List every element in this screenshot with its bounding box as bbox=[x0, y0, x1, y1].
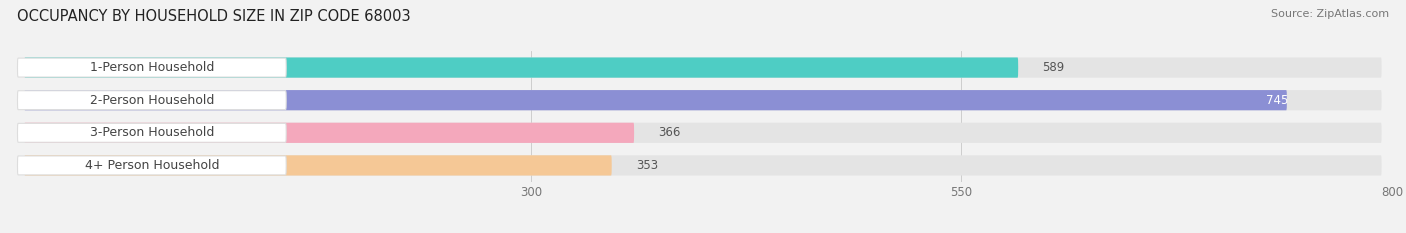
Text: 4+ Person Household: 4+ Person Household bbox=[84, 159, 219, 172]
Text: 2-Person Household: 2-Person Household bbox=[90, 94, 214, 107]
FancyBboxPatch shape bbox=[24, 90, 1382, 110]
FancyBboxPatch shape bbox=[17, 91, 287, 110]
FancyBboxPatch shape bbox=[24, 123, 634, 143]
Text: 745: 745 bbox=[1267, 94, 1289, 107]
Text: 366: 366 bbox=[658, 126, 681, 139]
FancyBboxPatch shape bbox=[24, 90, 1286, 110]
FancyBboxPatch shape bbox=[24, 123, 1382, 143]
Text: 589: 589 bbox=[1042, 61, 1064, 74]
FancyBboxPatch shape bbox=[17, 156, 287, 175]
Text: Source: ZipAtlas.com: Source: ZipAtlas.com bbox=[1271, 9, 1389, 19]
Text: 1-Person Household: 1-Person Household bbox=[90, 61, 214, 74]
FancyBboxPatch shape bbox=[17, 58, 287, 77]
FancyBboxPatch shape bbox=[24, 155, 612, 175]
Text: 3-Person Household: 3-Person Household bbox=[90, 126, 214, 139]
FancyBboxPatch shape bbox=[24, 58, 1018, 78]
FancyBboxPatch shape bbox=[24, 155, 1382, 175]
FancyBboxPatch shape bbox=[17, 123, 287, 142]
Text: 353: 353 bbox=[636, 159, 658, 172]
FancyBboxPatch shape bbox=[24, 58, 1382, 78]
Text: OCCUPANCY BY HOUSEHOLD SIZE IN ZIP CODE 68003: OCCUPANCY BY HOUSEHOLD SIZE IN ZIP CODE … bbox=[17, 9, 411, 24]
